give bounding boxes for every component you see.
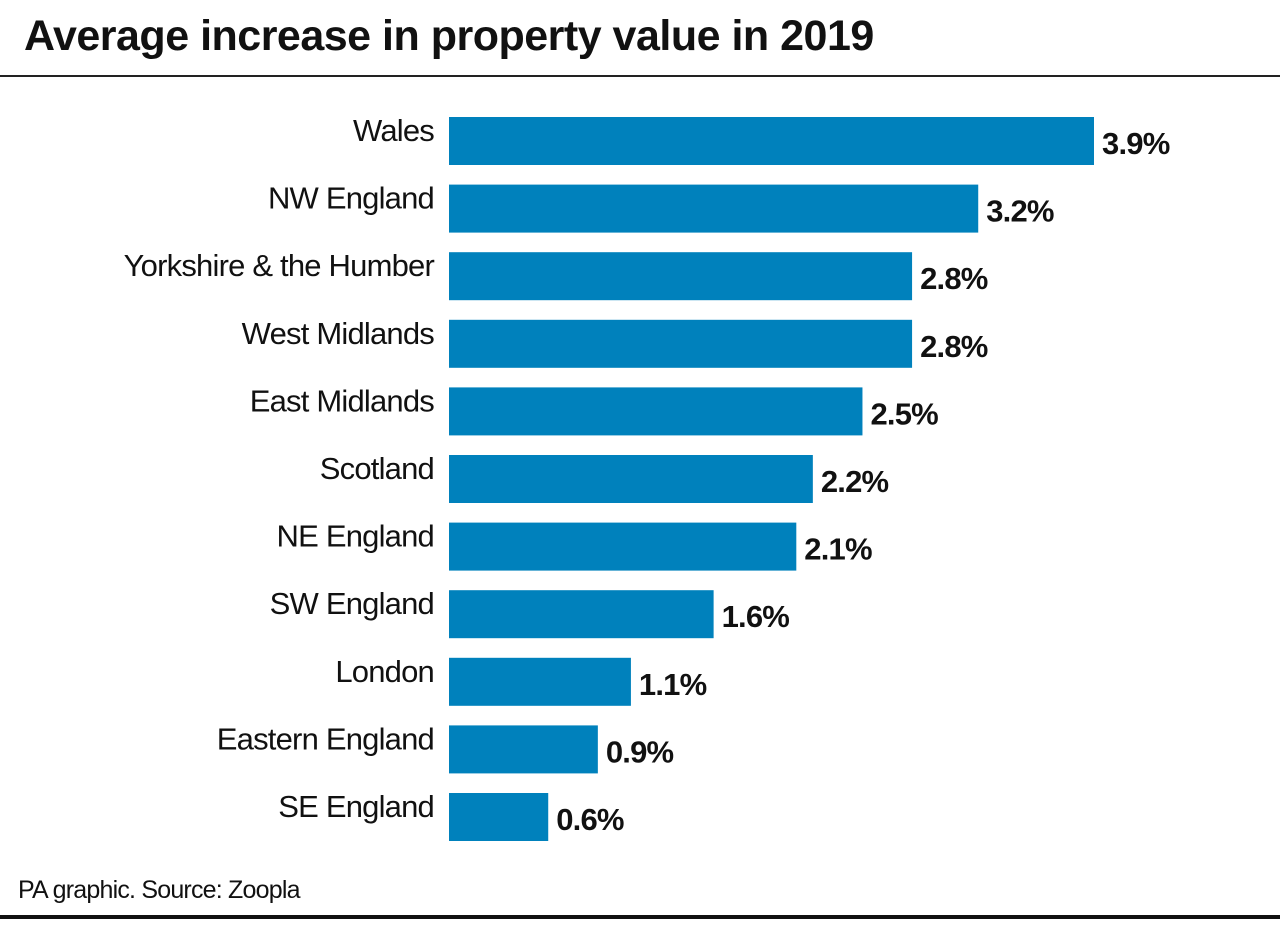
bar <box>449 590 714 639</box>
bar <box>449 184 979 233</box>
bar <box>449 657 631 706</box>
bar <box>449 319 913 368</box>
bar <box>449 725 598 774</box>
bar-group: East Midlands 2.5% <box>250 383 939 436</box>
chart-title: Average increase in property value in 20… <box>24 12 874 60</box>
value-label: 0.9% <box>606 734 674 769</box>
value-label: 2.1% <box>804 532 872 567</box>
category-label: SW England <box>270 586 434 621</box>
bar-group: SW England 1.6% <box>270 586 790 639</box>
value-label: 1.6% <box>722 599 790 634</box>
footer-divider <box>0 915 1280 919</box>
value-label: 2.8% <box>920 329 988 364</box>
title-divider <box>0 75 1280 77</box>
category-label: Scotland <box>320 451 434 486</box>
bar-group: NE England 2.1% <box>277 519 873 571</box>
bar <box>449 252 913 301</box>
category-label: NE England <box>277 519 434 554</box>
bar-group: Eastern England 0.9% <box>217 721 674 774</box>
category-label: SE England <box>278 789 434 824</box>
category-label: Yorkshire & the Humber <box>124 248 435 283</box>
bar-group: Wales 3.9% <box>353 113 1170 165</box>
category-label: Wales <box>353 113 434 148</box>
value-label: 3.2% <box>986 194 1054 229</box>
value-label: 2.5% <box>870 396 938 431</box>
value-label: 1.1% <box>639 667 707 702</box>
bar <box>449 793 549 841</box>
category-label: NW England <box>268 181 434 216</box>
bar-group: London 1.1% <box>335 654 707 706</box>
bar <box>449 455 813 503</box>
bar-group: NW England 3.2% <box>268 181 1055 233</box>
source-note: PA graphic. Source: Zoopla <box>18 876 301 904</box>
bar-group: West Midlands 2.8% <box>242 316 989 368</box>
bar <box>449 387 863 436</box>
value-label: 2.8% <box>920 261 988 296</box>
category-label: West Midlands <box>242 316 435 351</box>
bar-group: Yorkshire & the Humber 2.8% <box>124 248 989 301</box>
category-label: East Midlands <box>250 383 435 418</box>
bar-group: SE England 0.6% <box>278 789 625 841</box>
category-label: London <box>335 654 434 689</box>
bar <box>449 117 1094 165</box>
bar-group: Scotland 2.2% <box>320 451 889 503</box>
bar <box>449 522 797 571</box>
value-label: 2.2% <box>821 464 889 499</box>
value-label: 0.6% <box>556 802 624 837</box>
value-label: 3.9% <box>1102 126 1170 161</box>
category-label: Eastern England <box>217 721 434 756</box>
